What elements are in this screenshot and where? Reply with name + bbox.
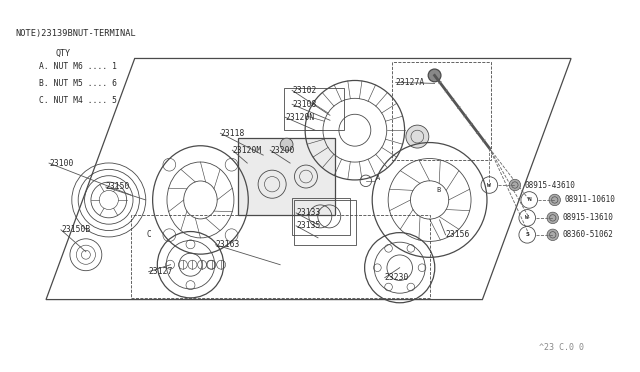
Text: B: B: [436, 187, 440, 193]
Text: A: A: [376, 174, 380, 181]
Text: B. NUT M5 .... 6: B. NUT M5 .... 6: [39, 79, 117, 89]
Text: S: S: [525, 232, 529, 237]
Text: 23102: 23102: [292, 86, 316, 95]
Text: 08911-10610: 08911-10610: [564, 195, 615, 205]
Circle shape: [549, 194, 561, 206]
Text: 23135: 23135: [296, 221, 321, 230]
Text: NOTE)23139BNUT-TERMINAL: NOTE)23139BNUT-TERMINAL: [15, 29, 136, 38]
Text: 23150B: 23150B: [61, 225, 90, 234]
Text: W: W: [488, 183, 492, 187]
FancyBboxPatch shape: [238, 138, 335, 215]
Text: 23108: 23108: [292, 100, 316, 109]
Text: A. NUT M6 .... 1: A. NUT M6 .... 1: [39, 62, 117, 71]
Text: 23120M: 23120M: [232, 145, 262, 155]
Text: ^23 C.0 0: ^23 C.0 0: [539, 343, 584, 352]
Text: QTY: QTY: [56, 48, 71, 58]
Text: 23127: 23127: [148, 267, 173, 276]
Text: 23118: 23118: [220, 129, 244, 138]
Text: 23133: 23133: [296, 208, 321, 217]
Circle shape: [547, 212, 559, 224]
Text: C: C: [147, 230, 151, 239]
Text: 23200: 23200: [270, 145, 294, 155]
Text: 08915-43610: 08915-43610: [524, 180, 575, 189]
Text: 23150: 23150: [106, 183, 130, 192]
Circle shape: [509, 179, 520, 191]
Text: 23100: 23100: [49, 158, 74, 167]
Text: 23127A: 23127A: [396, 78, 425, 87]
Text: C. NUT M4 .... 5: C. NUT M4 .... 5: [39, 96, 117, 105]
Text: 08360-51062: 08360-51062: [563, 230, 613, 239]
Circle shape: [280, 138, 293, 151]
Circle shape: [406, 125, 429, 148]
Text: N: N: [527, 198, 531, 202]
Circle shape: [428, 69, 441, 82]
Text: 23163: 23163: [216, 240, 240, 249]
Text: 08915-13610: 08915-13610: [563, 214, 613, 222]
Text: W: W: [525, 215, 529, 220]
Text: 23230: 23230: [385, 273, 409, 282]
Circle shape: [547, 229, 559, 241]
Text: 23120N: 23120N: [285, 113, 314, 122]
Text: 23156: 23156: [445, 230, 470, 239]
